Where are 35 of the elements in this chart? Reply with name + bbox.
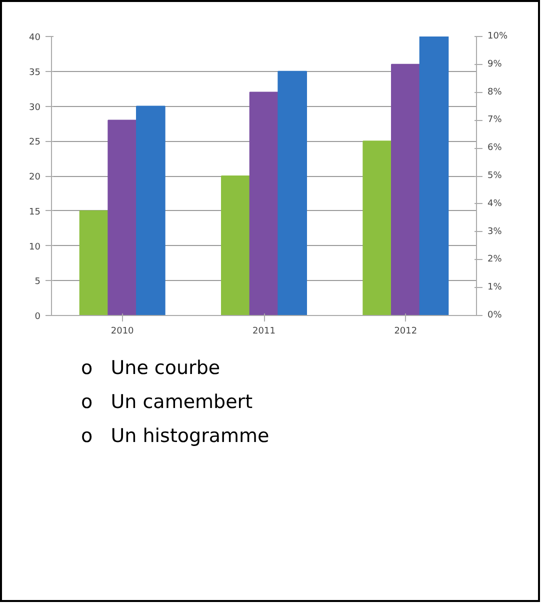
bar xyxy=(79,210,109,316)
y-tick-label: 25 xyxy=(29,138,40,148)
y2-tick-label: 3% xyxy=(488,226,502,237)
y2-tick-label: 9% xyxy=(488,59,502,70)
y2-tick-label: 7% xyxy=(488,115,502,126)
y2-tick-label: 2% xyxy=(488,254,502,265)
bar xyxy=(249,92,279,316)
x-tick-label: 2011 xyxy=(252,326,276,336)
y-tick-label: 20 xyxy=(29,172,41,182)
bar xyxy=(108,120,137,316)
y-tick-label: 10 xyxy=(29,242,41,252)
y2-tick-label: 10% xyxy=(488,32,508,42)
bar xyxy=(391,64,420,316)
y2-tick-label: 0% xyxy=(488,310,502,320)
y2-tick-label: 8% xyxy=(488,87,502,98)
y2-tick-label: 4% xyxy=(488,198,502,209)
bar xyxy=(362,140,392,316)
y-tick-label: 40 xyxy=(29,33,41,43)
y-tick-label: 5 xyxy=(34,277,41,288)
y-tick-label: 0 xyxy=(34,312,41,322)
x-tick-label: 2012 xyxy=(394,326,418,336)
y-tick-label: 35 xyxy=(29,68,40,78)
bar xyxy=(221,176,250,316)
y2-tick-label: 5% xyxy=(488,171,502,181)
text: o Une courbe xyxy=(81,356,222,381)
bar xyxy=(419,36,449,316)
x-tick-label: 2010 xyxy=(110,326,134,336)
y2-tick-label: 1% xyxy=(488,282,502,293)
y-tick-label: 15 xyxy=(29,207,40,218)
bar xyxy=(278,70,307,316)
bar xyxy=(136,106,166,316)
text: o Un camembert xyxy=(81,390,254,415)
y-tick-label: 30 xyxy=(29,102,41,113)
y2-tick-label: 6% xyxy=(488,143,502,154)
text: o Un histogramme xyxy=(81,424,270,449)
